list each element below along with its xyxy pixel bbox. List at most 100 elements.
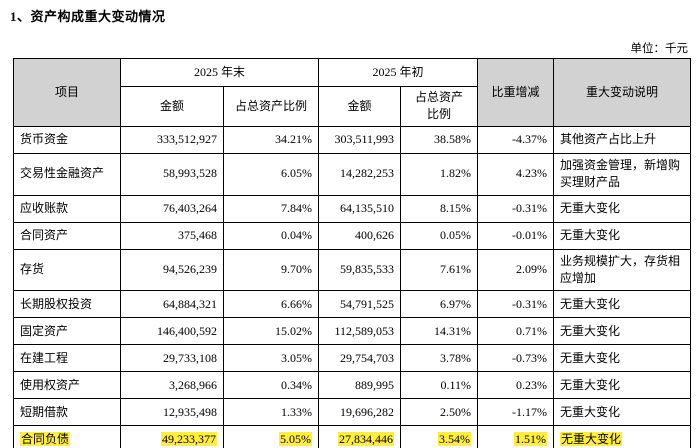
header-item: 项目	[13, 58, 121, 127]
cell-item: 应收账款	[13, 194, 121, 223]
table-row: 在建工程 29,733,108 3.05% 29,754,703 3.78% -…	[13, 344, 692, 373]
cell-item: 使用权资产	[13, 371, 121, 400]
cell-end-ratio: 6.05%	[222, 152, 320, 196]
cell-begin-ratio: 8.15%	[400, 194, 479, 223]
cell-end-amount: 29,733,108	[120, 344, 224, 373]
header-period-begin: 2025 年初	[318, 58, 479, 87]
cell-remark: 无重大变化	[553, 290, 692, 319]
cell-remark: 无重大变化	[553, 425, 692, 448]
cell-change: -0.73%	[477, 344, 555, 373]
cell-change: -0.01%	[477, 221, 555, 250]
cell-end-ratio: 0.34%	[222, 371, 320, 400]
cell-begin-amount: 29,754,703	[318, 344, 402, 373]
cell-change: -1.17%	[477, 398, 555, 427]
cell-remark: 无重大变化	[553, 371, 692, 400]
asset-composition-table: 项目 2025 年末 2025 年初 比重增减 重大变动说明 金额 占总资产比例…	[13, 58, 692, 448]
header-ratio-end: 占总资产比例	[222, 86, 320, 127]
cell-remark: 无重大变化	[553, 194, 692, 223]
header-ratio-begin: 占总资产比例	[400, 86, 479, 127]
cell-change: 0.71%	[477, 317, 555, 346]
table-row: 存货 94,526,239 9.70% 59,835,533 7.61% 2.0…	[13, 248, 692, 292]
cell-end-ratio: 9.70%	[222, 248, 320, 292]
cell-end-amount: 146,400,592	[120, 317, 224, 346]
cell-remark: 无重大变化	[553, 317, 692, 346]
cell-change: 0.23%	[477, 371, 555, 400]
cell-item: 固定资产	[13, 317, 121, 346]
cell-end-ratio: 6.66%	[222, 290, 320, 319]
cell-end-amount: 12,935,498	[120, 398, 224, 427]
cell-remark: 无重大变化	[553, 344, 692, 373]
cell-begin-ratio: 1.82%	[400, 152, 479, 196]
cell-begin-ratio: 0.11%	[400, 371, 479, 400]
cell-end-amount: 3,268,966	[120, 371, 224, 400]
cell-begin-ratio: 38.58%	[400, 125, 479, 154]
cell-begin-ratio: 7.61%	[400, 248, 479, 292]
unit-label: 单位：千元	[630, 43, 689, 55]
table-row: 固定资产 146,400,592 15.02% 112,589,053 14.3…	[13, 317, 692, 346]
cell-item: 长期股权投资	[13, 290, 121, 319]
cell-item: 存货	[13, 248, 121, 292]
cell-change: -0.31%	[477, 290, 555, 319]
cell-begin-ratio: 14.31%	[400, 317, 479, 346]
table-row: 长期股权投资 64,884,321 6.66% 54,791,525 6.97%…	[13, 290, 692, 319]
header-change: 比重增减	[477, 58, 555, 127]
cell-end-amount: 58,993,528	[120, 152, 224, 196]
cell-end-amount: 76,403,264	[120, 194, 224, 223]
cell-change: -0.31%	[477, 194, 555, 223]
cell-begin-ratio: 3.54%	[400, 425, 479, 448]
cell-end-amount: 94,526,239	[120, 248, 224, 292]
cell-change: 2.09%	[477, 248, 555, 292]
cell-end-amount: 375,468	[120, 221, 224, 250]
cell-end-ratio: 34.21%	[222, 125, 320, 154]
cell-begin-amount: 14,282,253	[318, 152, 402, 196]
header-period-end: 2025 年末	[119, 58, 320, 87]
cell-item: 交易性金融资产	[13, 152, 121, 196]
cell-change: 4.23%	[477, 152, 555, 196]
cell-end-amount: 49,233,377	[120, 425, 224, 448]
cell-item: 短期借款	[13, 398, 121, 427]
cell-begin-amount: 112,589,053	[318, 317, 402, 346]
cell-item: 合同资产	[13, 221, 121, 250]
cell-end-ratio: 3.05%	[222, 344, 320, 373]
table-row: 交易性金融资产 58,993,528 6.05% 14,282,253 1.82…	[13, 152, 692, 196]
cell-end-ratio: 15.02%	[222, 317, 320, 346]
cell-begin-amount: 889,995	[318, 371, 402, 400]
table-row: 货币资金 333,512,927 34.21% 303,511,993 38.5…	[13, 125, 692, 154]
table-header: 项目 2025 年末 2025 年初 比重增减 重大变动说明 金额 占总资产比例…	[13, 58, 692, 127]
cell-end-ratio: 0.04%	[222, 221, 320, 250]
cell-end-amount: 64,884,321	[120, 290, 224, 319]
header-remark: 重大变动说明	[553, 58, 692, 127]
cell-begin-amount: 303,511,993	[318, 125, 402, 154]
table-body: 货币资金 333,512,927 34.21% 303,511,993 38.5…	[13, 125, 692, 448]
cell-remark: 业务规模扩大，存货相应增加	[553, 248, 692, 292]
cell-remark: 其他资产占比上升	[553, 125, 692, 154]
cell-begin-amount: 400,626	[318, 221, 402, 250]
cell-begin-amount: 54,791,525	[318, 290, 402, 319]
cell-item: 在建工程	[13, 344, 121, 373]
table-row: 合同资产 375,468 0.04% 400,626 0.05% -0.01% …	[13, 221, 692, 250]
section-title: 1、资产构成重大变动情况	[10, 9, 166, 24]
cell-end-ratio: 7.84%	[222, 194, 320, 223]
cell-end-ratio: 5.05%	[222, 425, 320, 448]
cell-item: 合同负债	[13, 425, 121, 448]
cell-begin-amount: 64,135,510	[318, 194, 402, 223]
cell-begin-amount: 19,696,282	[318, 398, 402, 427]
cell-change: 1.51%	[477, 425, 555, 448]
table-row: 使用权资产 3,268,966 0.34% 889,995 0.11% 0.23…	[13, 371, 692, 400]
cell-change: -4.37%	[477, 125, 555, 154]
cell-begin-ratio: 6.97%	[400, 290, 479, 319]
cell-begin-amount: 59,835,533	[318, 248, 402, 292]
cell-remark: 无重大变化	[553, 221, 692, 250]
cell-begin-ratio: 0.05%	[400, 221, 479, 250]
cell-end-ratio: 1.33%	[222, 398, 320, 427]
header-amount-end: 金额	[120, 86, 224, 127]
table-row: 合同负债 49,233,377 5.05% 27,834,446 3.54% 1…	[13, 425, 692, 448]
cell-remark: 加强资金管理，新增购买理财产品	[553, 152, 692, 196]
header-amount-begin: 金额	[318, 86, 402, 127]
cell-begin-ratio: 2.50%	[400, 398, 479, 427]
cell-remark: 无重大变化	[553, 398, 692, 427]
cell-begin-ratio: 3.78%	[400, 344, 479, 373]
table-row: 短期借款 12,935,498 1.33% 19,696,282 2.50% -…	[13, 398, 692, 427]
cell-begin-amount: 27,834,446	[318, 425, 402, 448]
